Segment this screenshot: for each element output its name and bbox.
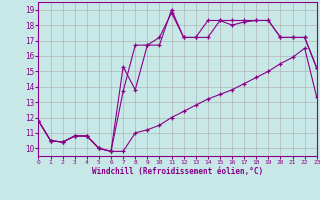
X-axis label: Windchill (Refroidissement éolien,°C): Windchill (Refroidissement éolien,°C) <box>92 167 263 176</box>
